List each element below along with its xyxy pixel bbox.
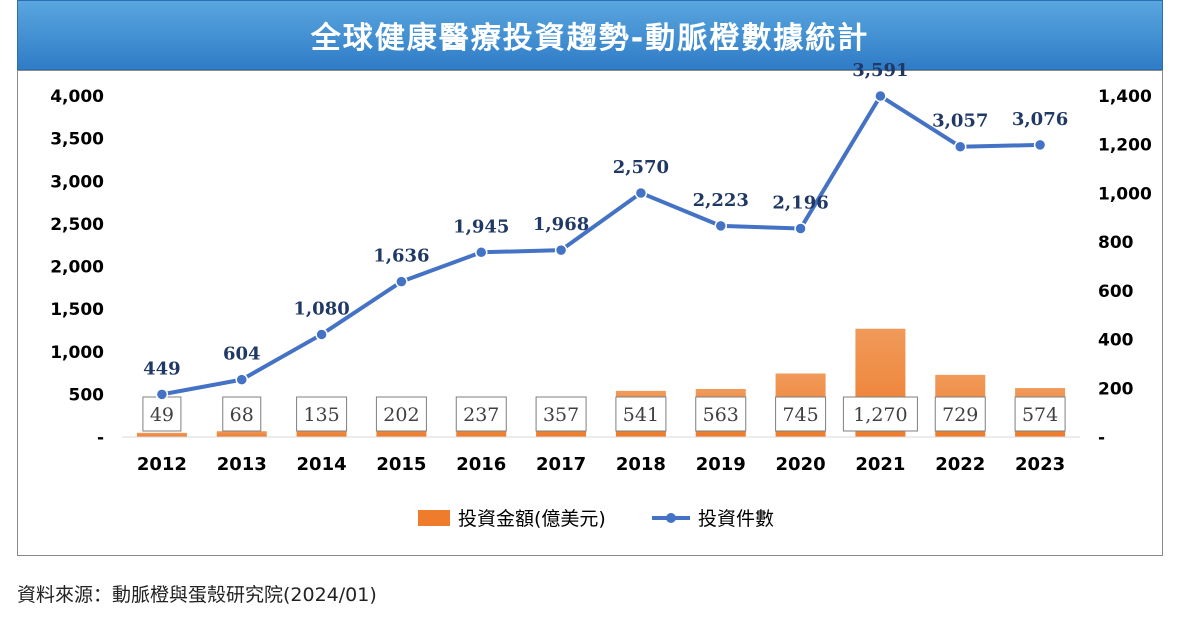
line-point (954, 140, 967, 153)
line-point (155, 388, 169, 401)
x-axis-tick-label: 2021 (855, 454, 905, 475)
bar-value-label-box (775, 396, 827, 432)
line-value-label: 2,570 (613, 157, 669, 178)
right-axis-tick-label: 1,400 (1098, 87, 1152, 107)
x-axis-tick-label: 2016 (456, 454, 506, 475)
line-point (554, 243, 568, 257)
line-value-label: 1,968 (533, 214, 589, 235)
x-axis-tick-label: 2022 (935, 454, 985, 475)
x-axis-tick-label: 2023 (1015, 454, 1065, 475)
bar-value-label-box (934, 396, 986, 432)
line-point (1033, 138, 1047, 152)
line-point (475, 246, 488, 259)
right-axis-tick-label: 1,200 (1098, 136, 1152, 156)
bar-value-label-box (695, 396, 747, 432)
line-point (714, 219, 727, 233)
bar (216, 431, 267, 437)
legend-bar-label: 投資金額(億美元) (458, 508, 606, 530)
x-axis-tick-label: 2018 (616, 454, 666, 475)
line-value-label: 1,080 (293, 298, 349, 319)
bar-value-label: 1,270 (853, 404, 907, 426)
bar-value-label: 574 (1022, 404, 1058, 426)
bar-value-label-box (1014, 396, 1066, 432)
left-axis-tick-label: 2,500 (50, 215, 104, 235)
bar-value-label: 49 (150, 404, 174, 426)
bar-value-label-box (375, 396, 427, 432)
line-point (794, 222, 807, 235)
chart-title: 全球健康醫療投資趨勢-動脈橙數據統計 (310, 21, 870, 56)
bar-value-label-box (142, 396, 182, 432)
bar-value-label: 563 (703, 404, 739, 426)
source-note: 資料來源：動脈橙與蛋殼研究院(2024/01) (17, 584, 377, 606)
line-series (161, 94, 1041, 397)
bar-value-label: 729 (942, 404, 978, 426)
line-point (634, 186, 648, 200)
chart-frame (17, 70, 1163, 556)
x-axis-tick-label: 2014 (297, 454, 347, 475)
bar-value-label: 68 (230, 404, 254, 426)
bar-value-label: 237 (463, 404, 499, 426)
bar-value-label: 357 (543, 404, 579, 426)
line-point (874, 89, 887, 103)
right-axis-tick-label: 600 (1098, 282, 1134, 302)
right-axis-tick-label: 800 (1098, 233, 1134, 253)
chart-title-bar: 全球健康醫療投資趨勢-動脈橙數據統計 (17, 0, 1163, 70)
left-axis-tick-label: 1,000 (50, 343, 104, 363)
line-point (315, 328, 328, 341)
bar-value-label: 135 (303, 404, 339, 426)
line-value-label: 1,945 (453, 216, 509, 237)
left-axis-tick-label: 3,500 (50, 130, 104, 150)
bar-value-label-box (222, 396, 262, 432)
line-value-label: 2,196 (772, 192, 828, 213)
bar-value-label: 202 (383, 404, 419, 426)
bar-value-label: 541 (623, 404, 659, 426)
legend-line-label: 投資件數 (698, 508, 774, 530)
line-point (235, 373, 248, 386)
left-axis-tick-label: 500 (69, 385, 105, 405)
line-value-label: 3,057 (932, 111, 988, 132)
line-value-label: 3,591 (852, 60, 908, 81)
line-value-label: 3,076 (1012, 109, 1068, 130)
left-axis-tick-label: 1,500 (50, 300, 104, 320)
legend-bar-swatch (418, 510, 450, 526)
bar-value-label-box (615, 396, 667, 432)
x-axis-tick-label: 2017 (536, 454, 586, 475)
left-axis-tick-label: 4,000 (50, 87, 104, 107)
bar-value-label-box (296, 396, 348, 432)
bar (136, 432, 187, 437)
line-value-label: 604 (223, 344, 261, 365)
left-axis-tick-label: 3,000 (50, 172, 104, 192)
x-axis-tick-label: 2012 (137, 454, 187, 475)
bar-value-label-box (842, 396, 918, 432)
right-axis-tick-label: - (1098, 428, 1105, 448)
left-axis-tick-label: - (97, 428, 104, 448)
right-axis-tick-label: 200 (1098, 379, 1134, 399)
bar-value-label-box (455, 396, 507, 432)
bar-value-label-box (535, 396, 587, 432)
left-axis-tick-label: 2,000 (50, 258, 104, 278)
bar-value-label: 745 (782, 404, 818, 426)
line-point (395, 275, 408, 288)
x-axis-tick-label: 2019 (696, 454, 746, 475)
legend-line-marker (666, 513, 676, 523)
right-axis-tick-label: 400 (1098, 331, 1134, 351)
x-axis-tick-label: 2015 (376, 454, 426, 475)
x-axis-tick-label: 2013 (217, 454, 267, 475)
line-value-label: 2,223 (693, 190, 749, 211)
x-axis-tick-label: 2020 (776, 454, 826, 475)
line-value-label: 449 (143, 358, 181, 379)
line-value-label: 1,636 (373, 246, 429, 267)
right-axis-tick-label: 1,000 (1098, 184, 1152, 204)
